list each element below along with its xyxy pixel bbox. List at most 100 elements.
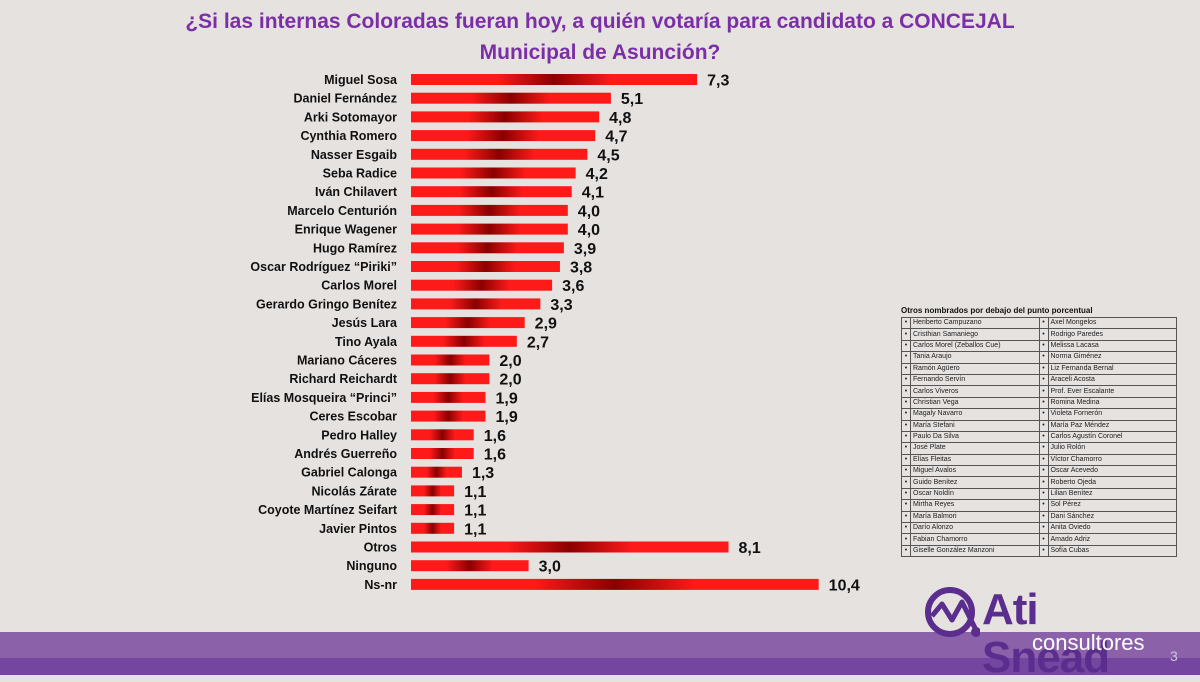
table-row: • Elías Fleitas • Víctor Chamorro	[901, 453, 1177, 467]
bar	[411, 522, 455, 534]
bar	[411, 504, 455, 516]
data-label: 7,3	[707, 73, 729, 90]
name-cell-left: Carlos Viveros	[910, 385, 1040, 398]
data-label: 2,0	[499, 372, 521, 389]
name-cell-left: Tania Araujo	[910, 351, 1040, 364]
bullet: •	[901, 396, 911, 410]
bullet: •	[901, 408, 911, 421]
category-label: Jesús Lara	[332, 316, 398, 330]
bullet: •	[901, 476, 911, 489]
data-label: 4,1	[582, 185, 604, 202]
table-row: • Tania Araujo • Norma Giménez	[901, 351, 1177, 364]
table-row: • Carlos Morel (Zeballos Cue) • Melissa Lac…	[901, 339, 1177, 353]
name-cell-left: Carlos Morel (Zeballos Cue)	[910, 339, 1040, 353]
name-cell-left: María Balmori	[910, 510, 1040, 524]
table-row: • Fabian Chamorro • Amado Adriz	[901, 533, 1177, 546]
bar	[411, 560, 529, 572]
data-label: 3,9	[574, 241, 596, 258]
name-cell-right: Dani Sánchez	[1047, 510, 1177, 524]
name-cell-left: Oscar Noldín	[910, 487, 1040, 501]
bar	[411, 130, 596, 142]
bar	[411, 204, 568, 216]
bar	[411, 391, 486, 403]
table-row: • Giselle González Manzoni • Sofía Cubas	[901, 544, 1177, 558]
bullet: •	[1038, 396, 1049, 410]
table-row: • José Plate • Julio Rolón	[901, 442, 1177, 455]
bullet: •	[901, 544, 911, 558]
category-label: Nicolás Zárate	[312, 484, 398, 498]
page-number: 3	[1170, 648, 1178, 664]
others-box-title: Otros nombrados por debajo del punto por…	[901, 306, 1093, 315]
bullet: •	[901, 373, 911, 387]
name-cell-right: Víctor Chamorro	[1047, 453, 1177, 467]
name-cell-right: Liz Fernanda Bernal	[1047, 362, 1177, 375]
category-label: Ninguno	[346, 559, 397, 573]
bullet: •	[1038, 465, 1049, 478]
category-label: Richard Reichardt	[289, 372, 398, 386]
data-label: 2,0	[499, 353, 521, 370]
data-label: 4,2	[586, 166, 608, 183]
bullet: •	[1038, 385, 1049, 398]
name-cell-left: José Plate	[910, 442, 1040, 455]
category-label: Mariano Cáceres	[297, 354, 397, 368]
data-label: 3,3	[550, 297, 572, 314]
bar-chart: Miguel Sosa 7,3 Daniel Fernández 5,1 Arki So…	[250, 73, 860, 595]
category-label: Iván Chilavert	[315, 185, 398, 199]
name-cell-left: Cristhian Samaniego	[910, 328, 1040, 341]
bullet: •	[1038, 499, 1049, 512]
name-cell-left: Darío Alonzo	[910, 522, 1040, 535]
bullet: •	[901, 351, 911, 364]
data-label: 1,6	[484, 447, 506, 464]
data-label: 4,0	[578, 203, 600, 220]
table-row: • Christian Vega • Romina Medina	[901, 396, 1177, 410]
bullet: •	[901, 316, 911, 330]
name-cell-right: Amado Adriz	[1047, 533, 1177, 546]
others-named-box: Otros nombrados por debajo del punto por…	[901, 306, 1177, 558]
name-cell-right: Carlos Agustín Coronel	[1047, 430, 1177, 444]
category-label: Gerardo Gringo Benítez	[256, 297, 397, 311]
data-label: 1,1	[464, 503, 486, 520]
bar	[411, 242, 564, 254]
bar	[411, 410, 486, 422]
table-row: • Heriberto Campuzano • Axel Mongelos	[901, 316, 1177, 330]
bar	[411, 167, 576, 179]
table-row: • Oscar Noldín • Lilian Benítez	[901, 487, 1177, 501]
name-cell-left: Mirtha Reyes	[910, 499, 1040, 512]
name-cell-right: Melissa Lacasa	[1047, 339, 1177, 353]
data-label: 5,1	[621, 91, 643, 108]
table-row: • Paulo Da Silva • Carlos Agustín Coronel	[901, 430, 1177, 444]
bullet: •	[1038, 339, 1049, 353]
category-label: Miguel Sosa	[324, 73, 398, 87]
bar	[411, 541, 729, 553]
bar	[411, 223, 568, 235]
category-label: Coyote Martínez Seifart	[258, 503, 398, 517]
category-label: Ns-nr	[364, 578, 397, 592]
bullet: •	[901, 385, 911, 398]
bullet: •	[1038, 373, 1049, 387]
data-label: 10,4	[829, 577, 860, 594]
category-label: Javier Pintos	[319, 522, 397, 536]
name-cell-right: Lilian Benítez	[1047, 487, 1177, 501]
logo-subtitle: consultores	[1032, 630, 1145, 655]
data-label: 3,8	[570, 260, 592, 277]
bullet: •	[901, 419, 911, 432]
bullet: •	[901, 339, 911, 353]
category-label: Elías Mosqueira “Princi”	[251, 391, 397, 405]
name-cell-right: Araceli Acosta	[1047, 373, 1177, 387]
others-table: • Heriberto Campuzano • Axel Mongelos • Crist…	[901, 316, 1177, 558]
table-row: • Mirtha Reyes • Sol Pérez	[901, 499, 1177, 512]
name-cell-right: Violeta Fornerón	[1047, 408, 1177, 421]
data-label: 4,5	[597, 147, 619, 164]
chart-title: ¿Si las internas Coloradas fueran hoy, a…	[185, 10, 1015, 64]
bar	[411, 578, 819, 590]
name-cell-right: Norma Giménez	[1047, 351, 1177, 364]
category-label: Daniel Fernández	[294, 92, 398, 106]
category-label: Hugo Ramírez	[313, 241, 397, 255]
name-cell-right: Romina Medina	[1047, 396, 1177, 410]
table-row: • Guido Benítez • Roberto Ojeda	[901, 476, 1177, 489]
bullet: •	[1038, 442, 1049, 455]
name-cell-right: Oscar Acevedo	[1047, 465, 1177, 478]
bar	[411, 111, 600, 123]
name-cell-left: Fernando Servín	[910, 373, 1040, 387]
data-label: 1,9	[495, 409, 517, 426]
